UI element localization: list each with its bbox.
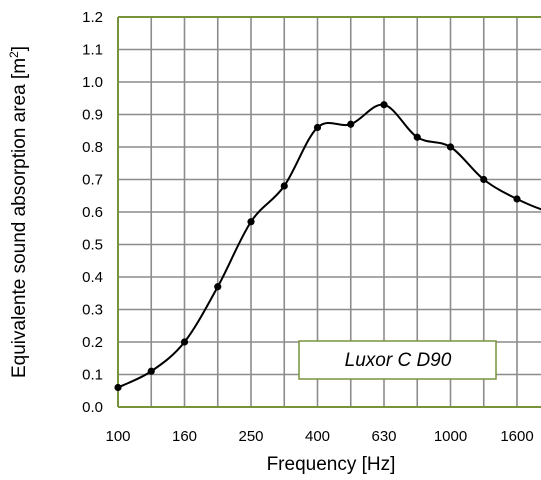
y-tick-label: 0.5 [82, 237, 103, 254]
data-point [247, 218, 255, 226]
y-tick-label: 1.0 [82, 74, 103, 91]
x-tick-label: 1600 [500, 428, 533, 445]
data-point [180, 338, 189, 346]
data-point [313, 123, 322, 132]
y-axis-title-main: Equivalente sound absorption area [m [9, 58, 30, 378]
y-axis-title-sup: 2 [7, 51, 21, 58]
legend-border [298, 340, 497, 380]
series-line [114, 101, 541, 392]
data-point [214, 283, 222, 291]
data-point [114, 383, 122, 392]
y-tick-label: 0.2 [82, 334, 103, 351]
series-curve [117, 103, 541, 389]
x-tick-label: 100 [105, 428, 130, 445]
y-tick-label: 1.2 [82, 9, 103, 26]
x-tick-label: 1000 [434, 428, 467, 445]
y-tick-label: 1.1 [82, 42, 103, 59]
legend-box: Luxor C D90 [298, 340, 497, 380]
y-axis-title-end: ] [9, 46, 30, 51]
y-tick-label: 0.0 [82, 399, 103, 416]
x-axis-title: Frequency [Hz] [267, 454, 396, 475]
data-point [380, 101, 388, 109]
y-tick-label: 0.4 [82, 269, 103, 286]
y-tick-label: 0.9 [82, 107, 103, 124]
data-point [347, 120, 355, 128]
x-axis-ticks: 1001602504006301000160025004000 [105, 428, 533, 445]
y-tick-label: 0.8 [82, 139, 103, 156]
plot-frame [117, 16, 541, 408]
y-tick-label: 0.3 [82, 302, 103, 319]
data-point [446, 143, 455, 151]
data-point [413, 133, 421, 141]
data-point [480, 175, 488, 184]
x-tick-label: 250 [238, 428, 263, 445]
y-tick-label: 0.7 [82, 172, 103, 189]
x-tick-label: 630 [371, 428, 396, 445]
y-tick-label: 0.6 [82, 204, 103, 221]
x-tick-label: 400 [305, 428, 330, 445]
y-tick-label: 0.1 [82, 367, 103, 384]
data-point [280, 182, 288, 190]
data-point [513, 195, 521, 203]
data-point [147, 367, 155, 375]
y-axis-ticks: 0.0 0.1 0.2 0.3 0.4 0.5 0.6 0.7 0.8 0.9 1.0 1.1 1.2 [82, 9, 103, 416]
y-axis-title: Equivalente sound absorption area [m2] [7, 46, 30, 378]
x-tick-label: 160 [172, 428, 197, 445]
legend-label: Luxor C D90 [345, 350, 452, 371]
